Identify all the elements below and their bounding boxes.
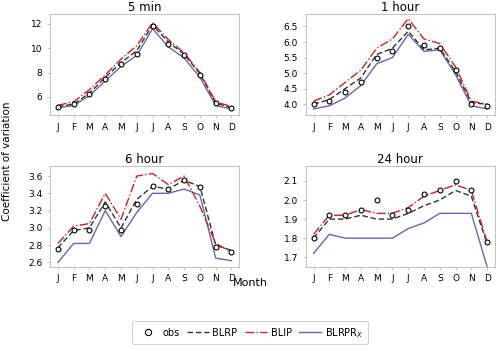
Text: Coefficient of variation: Coefficient of variation [2, 102, 12, 221]
Title: 24 hour: 24 hour [378, 153, 424, 166]
Title: 6 hour: 6 hour [126, 153, 164, 166]
Title: 5 min: 5 min [128, 1, 162, 14]
Legend: obs, BLRP, BLIP, BLRPR$_X$: obs, BLRP, BLIP, BLRPR$_X$ [132, 321, 368, 344]
Text: Month: Month [232, 278, 268, 287]
Title: 1 hour: 1 hour [381, 1, 420, 14]
